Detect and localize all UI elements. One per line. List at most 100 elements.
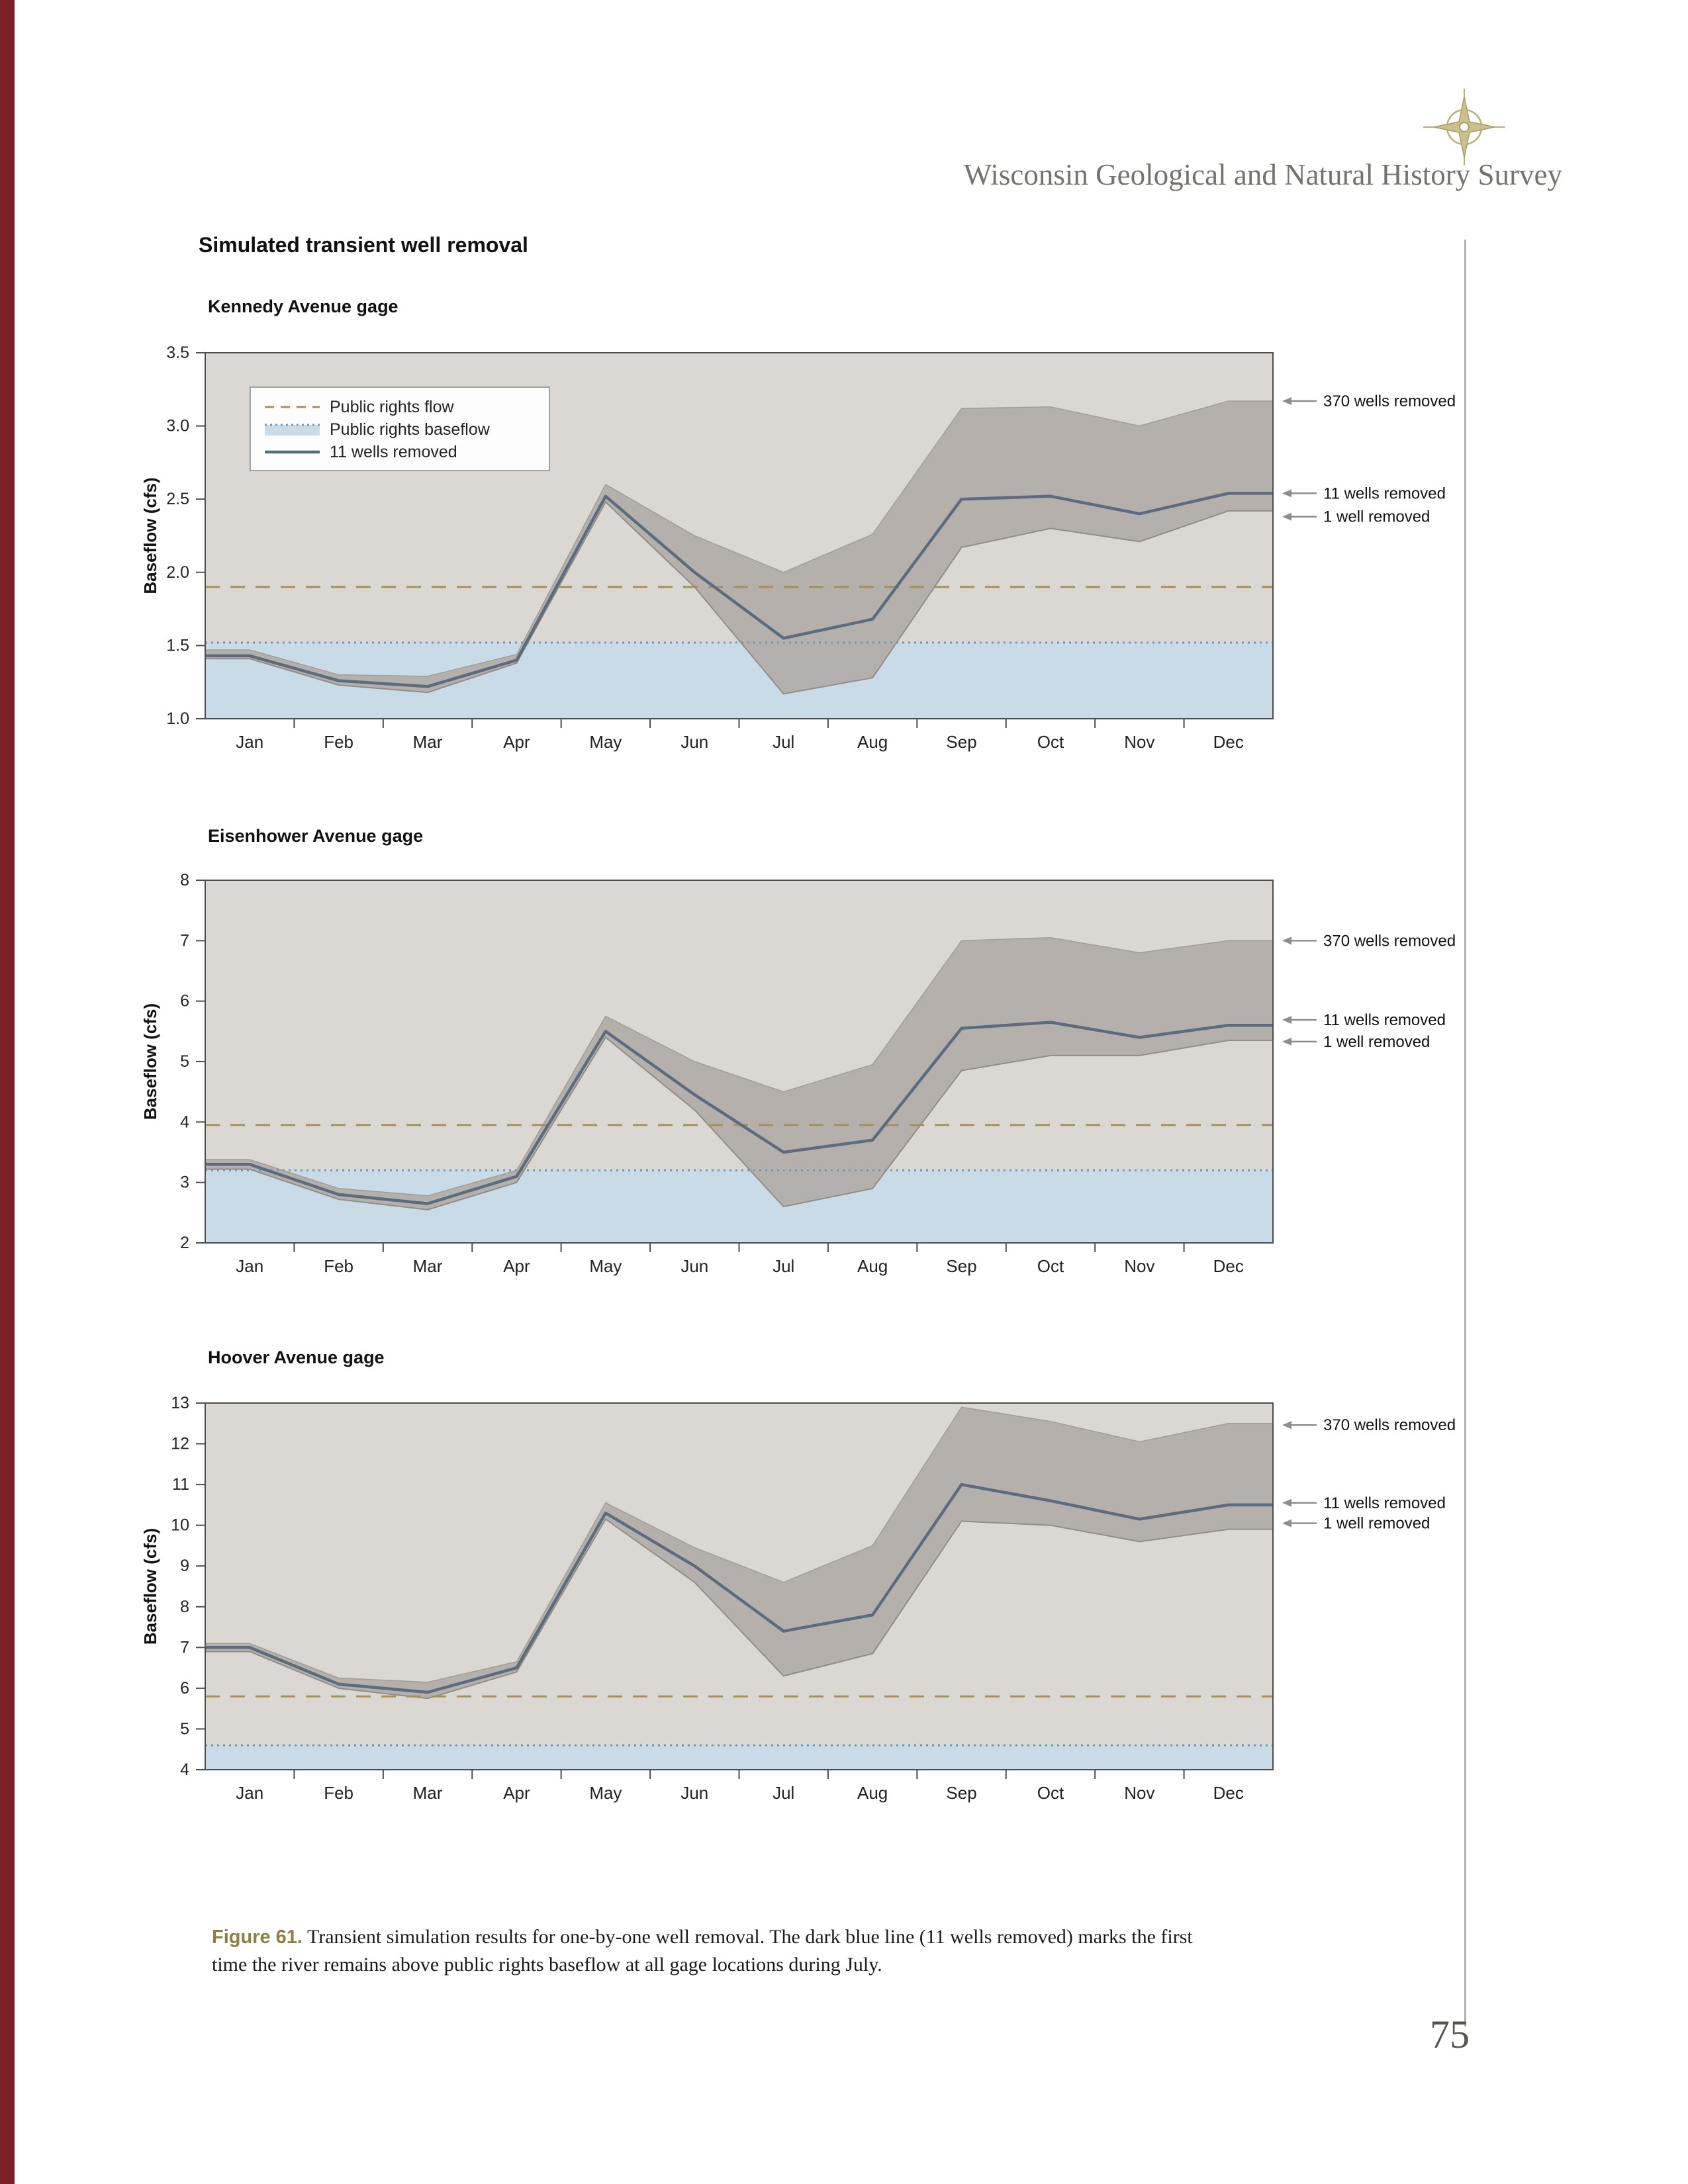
- header-organization: Wisconsin Geological and Natural History…: [963, 158, 1562, 191]
- annotation-arrowhead: [1282, 936, 1291, 945]
- chart-kennedy-avenue-gage: 1.0 1.5 2.0 2.5 3.0 3.5 Jan Feb Mar Apr May Jun Jul A…: [140, 343, 1456, 752]
- y-tick-label: 13: [171, 1394, 189, 1412]
- month-label: Aug: [857, 1783, 888, 1803]
- legend-label: 11 wells removed: [330, 443, 457, 461]
- annotation-arrowhead: [1282, 1519, 1291, 1527]
- chart-eisenhower-avenue-gage: 2 3 4 5 6 7 8 Jan Feb Mar Apr May Jun Jul Aug Sep Oct Nov…: [140, 871, 1456, 1276]
- figure-caption-label: Figure 61.: [212, 1927, 303, 1948]
- annotation-label: 11 wells removed: [1323, 1494, 1446, 1512]
- one-well-removed-line: [205, 1518, 1273, 1700]
- annotation-arrowhead: [1282, 396, 1291, 405]
- y-tick-label: 5: [180, 1719, 189, 1738]
- y-axis-title: Baseflow (cfs): [140, 1528, 160, 1645]
- month-label: Jan: [236, 1783, 263, 1803]
- vertical-rule: [1464, 240, 1466, 2026]
- month-label: Apr: [503, 1783, 530, 1803]
- month-label: Nov: [1124, 732, 1154, 752]
- month-label: Jul: [773, 1256, 794, 1276]
- page-number: 75: [1430, 2013, 1470, 2056]
- y-tick-label: 2: [180, 1234, 189, 1252]
- month-label: Nov: [1124, 1256, 1154, 1276]
- y-axis-title: Baseflow (cfs): [140, 477, 160, 594]
- chart-title-hoover: Hoover Avenue gage: [208, 1347, 385, 1367]
- month-label: Nov: [1124, 1783, 1154, 1803]
- month-label: May: [589, 732, 622, 752]
- y-tick-label: 6: [180, 1679, 189, 1698]
- chart-title-eisenhower: Eisenhower Avenue gage: [208, 826, 424, 846]
- month-label: Oct: [1037, 732, 1064, 752]
- y-tick-label: 3.0: [166, 417, 189, 435]
- month-label: Jul: [773, 1783, 794, 1803]
- annotation-label: 370 wells removed: [1323, 392, 1456, 410]
- annotation-label: 1 well removed: [1323, 1033, 1430, 1051]
- month-label: Oct: [1037, 1256, 1064, 1276]
- annotation-arrowhead: [1282, 1421, 1291, 1430]
- public-rights-baseflow-fill: [205, 1170, 1273, 1243]
- legend-swatch-public-rights-baseflow: [265, 425, 320, 435]
- y-tick-label: 1.5: [166, 636, 189, 655]
- annotation-label: 1 well removed: [1323, 1515, 1430, 1533]
- annotation-arrowhead: [1282, 1037, 1291, 1046]
- month-label: Aug: [857, 1256, 888, 1276]
- annotation-arrowhead: [1282, 1498, 1291, 1507]
- annotation-label: 11 wells removed: [1323, 1011, 1446, 1029]
- compass-icon: [1423, 89, 1505, 165]
- month-label: Oct: [1037, 1783, 1064, 1803]
- figure-caption-text: Transient simulation results for one-by-…: [212, 1926, 1193, 1976]
- y-tick-label: 6: [180, 992, 189, 1011]
- one-well-removed-line: [205, 1036, 1273, 1210]
- y-tick-label: 7: [180, 931, 189, 950]
- public-rights-baseflow-fill: [205, 1745, 1273, 1770]
- y-tick-label: 8: [180, 1598, 189, 1616]
- y-tick-label: 3: [180, 1173, 189, 1192]
- y-tick-label: 11: [172, 1475, 189, 1494]
- month-label: Jun: [680, 1256, 708, 1276]
- month-label: Mar: [413, 1783, 443, 1803]
- annotation-label: 1 well removed: [1323, 508, 1430, 526]
- eleven-wells-removed-line: [205, 1482, 1273, 1694]
- annotation-arrowhead: [1282, 489, 1291, 498]
- month-label: Jun: [680, 732, 708, 752]
- one-well-removed-line: [205, 500, 1273, 695]
- y-tick-label: 12: [171, 1435, 189, 1453]
- chart-hoover-avenue-gage: 4 5 6 7 8 9 10 11 12 13 Jan Feb Mar Apr May Jun Jul Aug Se…: [140, 1394, 1456, 1803]
- month-label: May: [589, 1256, 622, 1276]
- chart-title-kennedy: Kennedy Avenue gage: [208, 296, 399, 316]
- month-label: Apr: [503, 1256, 530, 1276]
- month-label: Apr: [503, 732, 530, 752]
- y-tick-label: 3.5: [166, 343, 189, 362]
- y-tick-label: 2.0: [166, 563, 189, 582]
- month-label: Jul: [773, 732, 794, 752]
- section-title: Simulated transient well removal: [199, 233, 528, 257]
- month-label: Mar: [413, 1256, 443, 1276]
- month-label: Jan: [236, 732, 263, 752]
- compass-center: [1459, 122, 1470, 132]
- annotation-arrowhead: [1282, 512, 1291, 521]
- eleven-wells-removed-line: [205, 1021, 1273, 1205]
- month-label: Jan: [236, 1256, 263, 1276]
- month-label: Dec: [1213, 732, 1244, 752]
- y-tick-label: 1.0: [166, 709, 189, 728]
- month-label: Dec: [1213, 1256, 1244, 1276]
- month-label: Dec: [1213, 1783, 1244, 1803]
- legend-label: Public rights baseflow: [330, 420, 491, 439]
- y-tick-label: 9: [180, 1557, 189, 1575]
- month-label: Feb: [324, 1256, 353, 1276]
- left-accent-stripe: [0, 0, 15, 2184]
- month-label: Jun: [680, 1783, 708, 1803]
- month-label: Aug: [857, 732, 888, 752]
- month-label: Sep: [946, 1783, 976, 1803]
- annotation-label: 11 wells removed: [1323, 484, 1446, 502]
- month-label: May: [589, 1783, 622, 1803]
- month-label: Feb: [324, 1783, 353, 1803]
- month-label: Feb: [324, 732, 353, 752]
- legend-label: Public rights flow: [330, 398, 455, 416]
- y-tick-label: 10: [171, 1516, 189, 1535]
- month-label: Mar: [413, 732, 443, 752]
- month-label: Sep: [946, 1256, 976, 1276]
- y-axis-title: Baseflow (cfs): [140, 1003, 160, 1120]
- annotation-arrowhead: [1282, 1015, 1291, 1024]
- y-tick-label: 7: [180, 1638, 189, 1657]
- y-tick-label: 4: [180, 1113, 189, 1131]
